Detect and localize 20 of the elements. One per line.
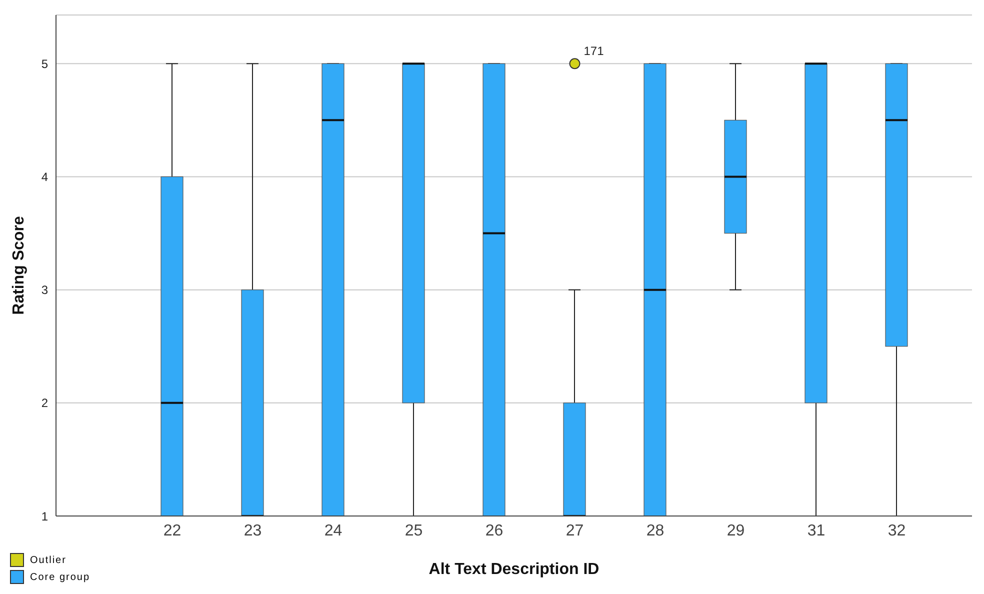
x-tick-label: 25	[404, 522, 423, 540]
legend-label: Core group	[30, 572, 90, 582]
annotation: 171	[584, 44, 604, 58]
x-tick-label: 24	[324, 522, 342, 540]
x-tick-label: 32	[888, 522, 906, 540]
y-tick-label: 5	[41, 56, 48, 71]
x-tick-label: 22	[163, 522, 182, 540]
y-tick-label: 4	[41, 170, 48, 184]
x-tick-label: 26	[485, 522, 504, 540]
legend-label: Outlier	[30, 554, 66, 566]
x-tick-label: 28	[646, 522, 664, 540]
x-tick-label: 29	[726, 522, 745, 540]
x-tick-label: 27	[566, 522, 584, 540]
y-tick-label: 1	[41, 509, 48, 524]
x-tick-label: 23	[244, 522, 262, 540]
x-axis-title: Alt Text Description ID	[428, 561, 600, 578]
x-tick-label: 31	[807, 522, 826, 540]
y-tick-label: 2	[41, 396, 48, 410]
y-axis-title: Rating Score	[10, 216, 28, 315]
y-tick-label: 3	[41, 283, 48, 298]
